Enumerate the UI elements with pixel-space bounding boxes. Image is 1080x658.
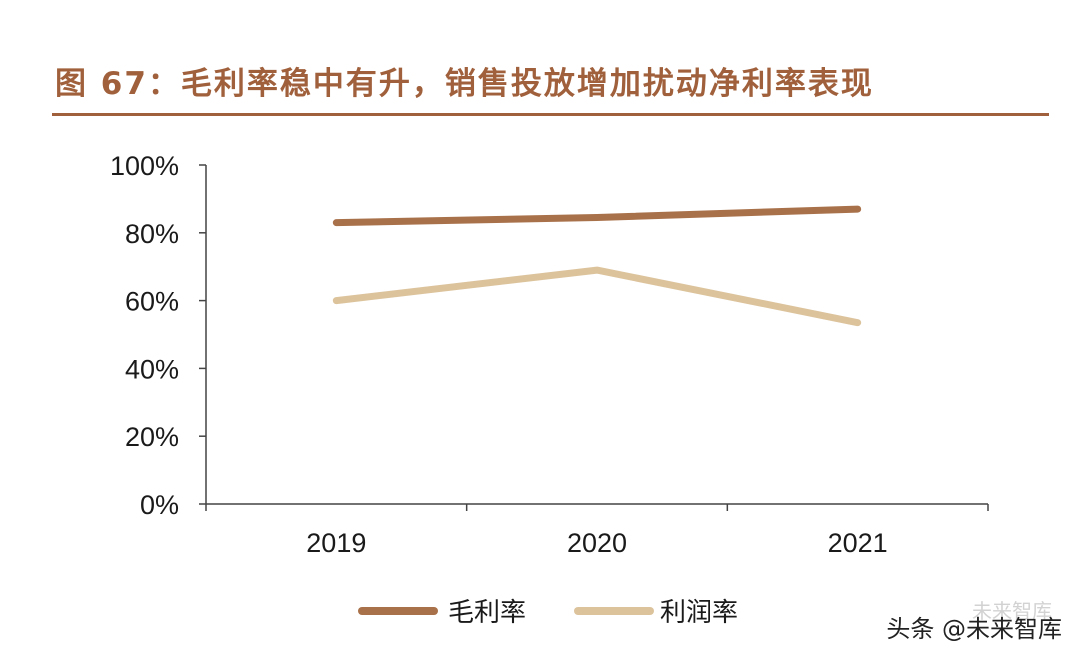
x-tick-label: 2020 — [567, 528, 627, 558]
x-tick-label: 2019 — [306, 528, 366, 558]
x-tick-label: 2021 — [828, 528, 888, 558]
series-group — [332, 205, 862, 327]
watermark-logo: 未来智库 — [972, 599, 1052, 623]
y-tick-label: 80% — [125, 219, 179, 249]
chart-title: 图 67：毛利率稳中有升，销售投放增加扰动净利率表现 — [55, 66, 874, 102]
y-tick-label: 0% — [140, 490, 179, 520]
y-tick-label: 20% — [125, 422, 179, 452]
title-divider — [52, 113, 1049, 116]
series-line-1 — [332, 205, 862, 227]
y-tick-label: 60% — [125, 287, 179, 317]
legend-label-2: 利润率 — [660, 598, 738, 628]
legend: 毛利率 利润率 — [358, 598, 738, 628]
watermark: 头条 @未来智库 — [886, 615, 1062, 643]
legend-label-1: 毛利率 — [448, 598, 526, 628]
y-tick-label: 100% — [110, 151, 179, 181]
series-line-2 — [332, 266, 862, 327]
axes: 0% 20% 40% 60% 80% 100% 2019 2020 2021 — [110, 151, 989, 558]
y-tick-label: 40% — [125, 354, 179, 384]
